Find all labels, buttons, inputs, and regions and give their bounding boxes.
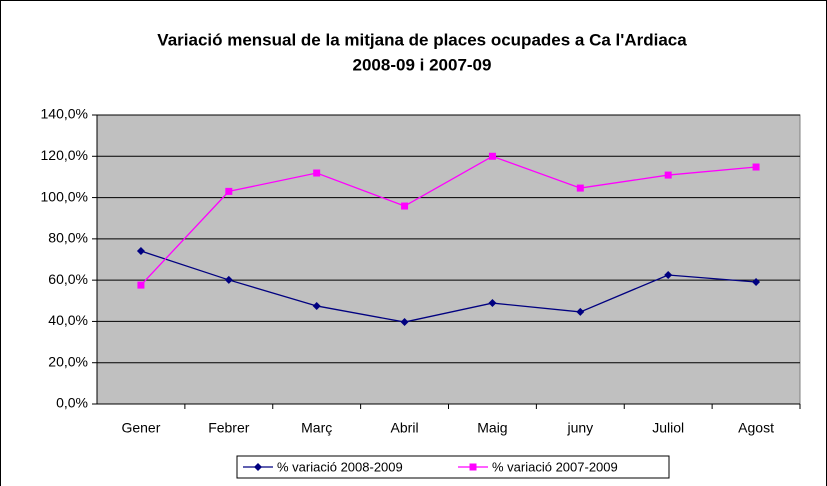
legend-marker xyxy=(254,463,262,471)
y-tick-label: 20,0% xyxy=(48,353,88,369)
legend-marker xyxy=(469,463,477,471)
series-line xyxy=(140,250,757,323)
series-line xyxy=(140,155,757,286)
x-tick-label: Juliol xyxy=(652,420,684,436)
data-point xyxy=(576,307,585,316)
data-point xyxy=(752,278,761,287)
y-tick-label: 80,0% xyxy=(48,230,88,246)
data-point xyxy=(401,202,409,210)
legend-box xyxy=(236,455,670,479)
data-point xyxy=(576,184,584,192)
y-tick-label: 60,0% xyxy=(48,271,88,287)
x-tick-label: juny xyxy=(566,420,593,436)
x-tick-label: Abril xyxy=(391,420,419,436)
y-tick-label: 0,0% xyxy=(56,395,88,411)
data-point xyxy=(400,318,409,327)
y-tick-label: 140,0% xyxy=(41,106,88,122)
chart-subtitle: 2008-09 i 2007-09 xyxy=(353,55,492,74)
data-point xyxy=(137,281,145,289)
x-tick-label: Gener xyxy=(121,420,160,436)
data-point xyxy=(313,169,321,177)
x-tick-label: Febrer xyxy=(208,420,250,436)
data-point xyxy=(664,270,673,279)
data-point xyxy=(224,275,233,284)
y-tick-label: 40,0% xyxy=(48,312,88,328)
x-tick-label: Maig xyxy=(477,420,507,436)
y-tick-label: 120,0% xyxy=(41,147,88,163)
y-tick-label: 100,0% xyxy=(41,188,88,204)
data-point xyxy=(488,152,496,160)
data-point xyxy=(488,299,497,308)
x-tick-label: Agost xyxy=(738,420,774,436)
x-tick-label: Març xyxy=(301,420,332,436)
data-point xyxy=(664,171,672,179)
legend-label: % variació 2008-2009 xyxy=(277,459,403,474)
chart-title: Variació mensual de la mitjana de places… xyxy=(157,30,687,49)
data-point xyxy=(752,163,760,171)
legend-label: % variació 2007-2009 xyxy=(492,459,618,474)
plot-area xyxy=(96,114,801,405)
data-point xyxy=(225,187,233,195)
data-point xyxy=(136,247,145,256)
data-point xyxy=(312,301,321,310)
